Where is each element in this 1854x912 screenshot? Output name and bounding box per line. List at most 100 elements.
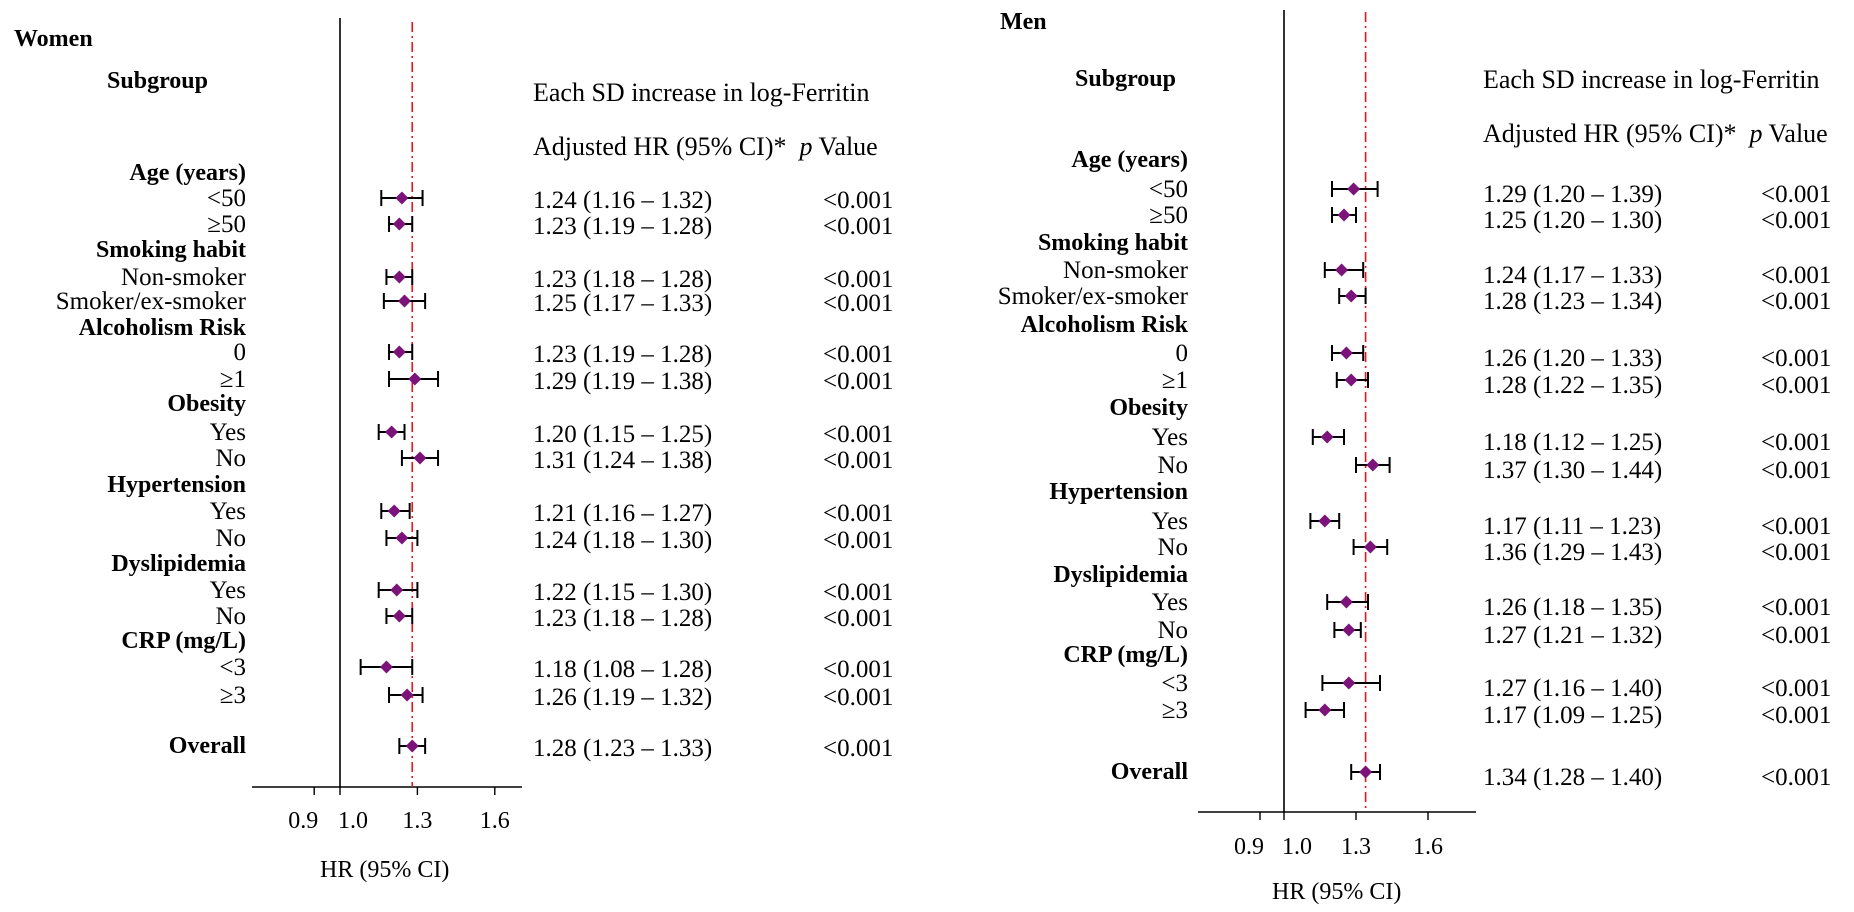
p-value: <0.001 bbox=[1761, 594, 1832, 621]
x-tick-label: 1.0 bbox=[338, 808, 368, 834]
hr-point bbox=[413, 451, 427, 465]
hr-point bbox=[1344, 289, 1358, 303]
p-value: <0.001 bbox=[1761, 345, 1832, 372]
subgroup-label: Yes bbox=[1151, 508, 1188, 535]
subgroup-label: 0 bbox=[233, 339, 247, 366]
p-value: <0.001 bbox=[1761, 288, 1832, 315]
hr-point bbox=[398, 294, 411, 308]
hr-point bbox=[1359, 765, 1373, 779]
p-value: <0.001 bbox=[1761, 262, 1832, 289]
x-tick-label: 1.3 bbox=[1341, 834, 1371, 860]
p-value: <0.001 bbox=[823, 213, 894, 240]
hr-ci-value: 1.21 (1.16 – 1.27) bbox=[533, 500, 713, 527]
hr-point bbox=[1318, 514, 1332, 528]
p-value: <0.001 bbox=[823, 447, 894, 474]
p-value: <0.001 bbox=[823, 421, 894, 448]
effect-header: Each SD increase in log-Ferritin bbox=[1483, 65, 1820, 94]
hr-ci-value: 1.25 (1.20 – 1.30) bbox=[1483, 207, 1663, 234]
hr-point bbox=[392, 217, 406, 231]
subgroup-label: Yes bbox=[1151, 424, 1188, 451]
subgroup-label: Yes bbox=[209, 498, 246, 525]
p-value: <0.001 bbox=[823, 368, 894, 395]
hr-ci-value: 1.27 (1.16 – 1.40) bbox=[1483, 675, 1663, 702]
x-tick-label: 1.6 bbox=[480, 808, 510, 834]
subgroup-heading: Smoking habit bbox=[1037, 230, 1188, 256]
hr-ci-value: 1.23 (1.19 – 1.28) bbox=[533, 213, 713, 240]
subgroup-label: <50 bbox=[1148, 176, 1188, 203]
subgroup-label: No bbox=[215, 445, 246, 472]
hr-ci-value: 1.26 (1.20 – 1.33) bbox=[1483, 345, 1663, 372]
hr-point bbox=[1342, 623, 1356, 637]
forest-plot-svg: 0.9 1.0 1.3 1.6 bbox=[252, 18, 522, 834]
hr-point bbox=[1342, 676, 1356, 690]
hr-point bbox=[385, 425, 399, 439]
p-header-italic: p bbox=[799, 132, 813, 161]
subgroup-heading: Obesity bbox=[167, 391, 246, 417]
men-forest-plot: Men Subgroup Each SD increase in log-Fer… bbox=[988, 0, 1854, 912]
subgroup-label: <3 bbox=[219, 654, 246, 681]
subgroup-label: 0 bbox=[1175, 340, 1189, 367]
hr-ci-value: 1.29 (1.19 – 1.38) bbox=[533, 368, 713, 395]
panel-title: Men bbox=[1000, 9, 1047, 35]
hr-point bbox=[395, 191, 409, 205]
x-axis-title: HR (95% CI) bbox=[320, 857, 450, 883]
hr-point bbox=[1339, 595, 1353, 609]
subgroup-label: ≥1 bbox=[1161, 367, 1188, 394]
overall-label: Overall bbox=[168, 733, 246, 759]
hr-ci-value: 1.17 (1.09 – 1.25) bbox=[1483, 702, 1663, 729]
subgroup-label: Non-smoker bbox=[1063, 257, 1188, 284]
subgroup-heading: Alcoholism Risk bbox=[78, 315, 246, 341]
hr-ci-value: 1.22 (1.15 – 1.30) bbox=[533, 579, 713, 606]
p-value: <0.001 bbox=[823, 605, 894, 632]
p-header-rest: Value bbox=[1762, 119, 1828, 148]
p-value: <0.001 bbox=[1761, 207, 1832, 234]
p-value: <0.001 bbox=[823, 527, 894, 554]
hr-header: Adjusted HR (95% CI)* p Value bbox=[1483, 121, 1828, 147]
subgroup-heading: Alcoholism Risk bbox=[1020, 312, 1188, 338]
hr-point bbox=[405, 739, 419, 753]
hr-ci-value: 1.26 (1.18 – 1.35) bbox=[1483, 594, 1663, 621]
hr-ci-value: 1.28 (1.22 – 1.35) bbox=[1483, 372, 1663, 399]
hr-header-text: Adjusted HR (95% CI)* bbox=[1483, 119, 1737, 148]
subgroup-label: No bbox=[1157, 617, 1188, 644]
subgroup-label: Yes bbox=[209, 577, 246, 604]
p-value: <0.001 bbox=[1761, 513, 1832, 540]
p-header-italic: p bbox=[1749, 119, 1763, 148]
hr-point bbox=[1335, 263, 1349, 277]
p-value: <0.001 bbox=[1761, 539, 1832, 566]
x-tick-label: 1.6 bbox=[1413, 834, 1443, 860]
hr-ci-value: 1.20 (1.15 – 1.25) bbox=[533, 421, 713, 448]
subgroup-heading: Obesity bbox=[1109, 395, 1188, 421]
x-axis-title: HR (95% CI) bbox=[1272, 879, 1402, 905]
subgroup-label: No bbox=[1157, 452, 1188, 479]
subgroup-heading: CRP (mg/L) bbox=[121, 628, 246, 654]
hr-point bbox=[400, 688, 414, 702]
subgroup-label: ≥3 bbox=[1161, 697, 1188, 724]
p-value: <0.001 bbox=[1761, 702, 1832, 729]
hr-ci-value: 1.31 (1.24 – 1.38) bbox=[533, 447, 713, 474]
effect-header: Each SD increase in log-Ferritin bbox=[533, 78, 870, 107]
subgroup-heading: Hypertension bbox=[1049, 479, 1188, 505]
subgroup-label: ≥50 bbox=[1149, 202, 1188, 229]
subgroup-label: Smoker/ex-smoker bbox=[55, 288, 246, 315]
hr-ci-value: 1.24 (1.18 – 1.30) bbox=[533, 527, 713, 554]
p-value: <0.001 bbox=[823, 266, 894, 293]
subgroup-header: Subgroup bbox=[1075, 66, 1176, 92]
hr-ci-value: 1.23 (1.19 – 1.28) bbox=[533, 341, 713, 368]
p-value: <0.001 bbox=[1761, 764, 1832, 791]
p-value: <0.001 bbox=[1761, 181, 1832, 208]
hr-ci-value: 1.36 (1.29 – 1.43) bbox=[1483, 539, 1663, 566]
hr-point bbox=[387, 504, 401, 518]
subgroup-label: Non-smoker bbox=[121, 264, 246, 291]
subgroup-label: No bbox=[215, 603, 246, 630]
hr-ci-value: 1.24 (1.16 – 1.32) bbox=[533, 187, 713, 214]
hr-point bbox=[1320, 430, 1334, 444]
hr-point bbox=[1344, 373, 1358, 387]
subgroup-label: <3 bbox=[1161, 670, 1188, 697]
subgroup-heading: CRP (mg/L) bbox=[1063, 642, 1188, 668]
subgroup-label: Smoker/ex-smoker bbox=[997, 283, 1188, 310]
hr-ci-value: 1.28 (1.23 – 1.33) bbox=[533, 735, 713, 762]
hr-point bbox=[395, 531, 409, 545]
overall-label: Overall bbox=[1110, 759, 1188, 785]
hr-ci-value: 1.37 (1.30 – 1.44) bbox=[1483, 457, 1663, 484]
